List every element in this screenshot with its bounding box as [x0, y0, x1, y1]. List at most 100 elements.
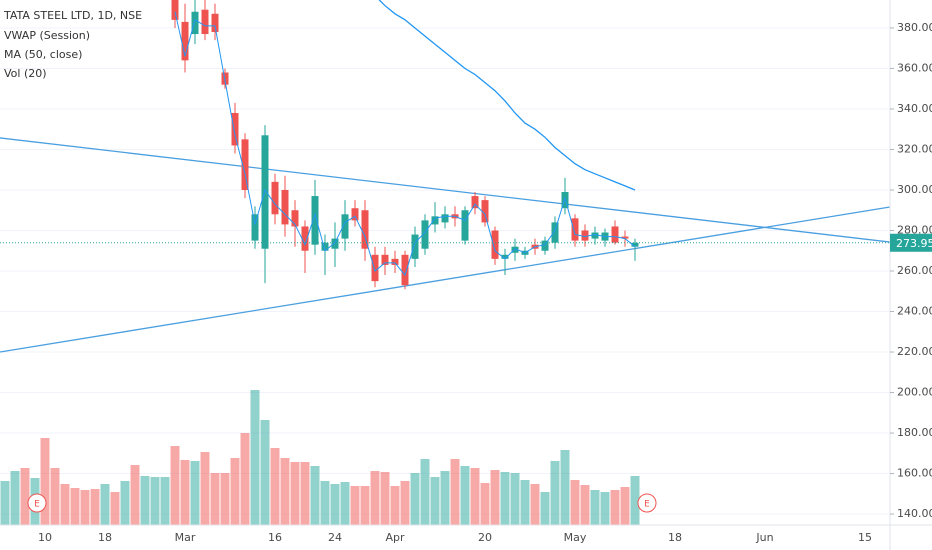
candle-body	[421, 220, 429, 249]
volume-bar	[120, 481, 130, 525]
volume-bar	[380, 472, 390, 525]
candle-body	[431, 216, 439, 225]
volume-bar	[210, 473, 220, 525]
volume-bar	[560, 450, 570, 525]
volume-bar	[400, 481, 410, 525]
plot-area	[0, 0, 890, 525]
volume-bar	[70, 488, 80, 525]
candle-body	[201, 9, 209, 35]
candle-body	[561, 192, 569, 209]
volume-bar	[340, 482, 350, 525]
chart-title: TATA STEEL LTD, 1D, NSE	[3, 9, 142, 22]
volume-bar	[260, 420, 270, 525]
candle-body	[621, 236, 629, 239]
candle-body	[381, 254, 389, 265]
volume-bar	[100, 484, 110, 525]
legend-item: Vol (20)	[4, 67, 47, 80]
volume-bar	[0, 481, 10, 525]
candle-body	[191, 11, 199, 35]
volume-bar	[320, 481, 330, 525]
y-tick-label: 200.00	[897, 386, 932, 399]
candle-body	[391, 258, 399, 265]
candle-body	[361, 210, 369, 249]
y-tick-label: 360.00	[897, 61, 932, 74]
candle-body	[211, 13, 219, 33]
y-tick-label: 180.00	[897, 426, 932, 439]
volume-bar	[580, 485, 590, 525]
candle-body	[341, 214, 349, 239]
volume-bar	[590, 490, 600, 525]
x-tick-label: 10	[38, 531, 52, 544]
volume-bar	[620, 487, 630, 525]
candle-body	[321, 242, 329, 251]
volume-bar	[180, 460, 190, 525]
candle-body	[271, 181, 279, 215]
legend-item: VWAP (Session)	[4, 29, 90, 42]
volume-bar	[510, 473, 520, 525]
volume-bar	[40, 438, 50, 525]
volume-bar	[490, 470, 500, 525]
volume-bar	[330, 484, 340, 525]
volume-bar	[390, 486, 400, 525]
x-tick-label: Mar	[175, 531, 196, 544]
volume-bar	[450, 459, 460, 525]
last-price-label: 273.95	[896, 237, 932, 250]
candle-body	[371, 254, 379, 282]
volume-bar	[460, 466, 470, 525]
volume-bar	[160, 477, 170, 525]
volume-bar	[310, 466, 320, 525]
volume-bar	[230, 458, 240, 525]
volume-bar	[630, 476, 640, 525]
y-tick-label: 320.00	[897, 142, 932, 155]
volume-bar	[50, 468, 60, 525]
trendline	[0, 206, 890, 353]
candle-body	[441, 214, 449, 223]
indicator-line	[174, 11, 636, 277]
volume-bar	[20, 468, 30, 525]
volume-bar	[410, 473, 420, 525]
volume-bar	[190, 461, 200, 525]
volume-bar	[550, 461, 560, 525]
x-tick-label: 18	[668, 531, 682, 544]
volume-bar	[10, 471, 20, 525]
volume-bar	[470, 468, 480, 525]
volume-bar	[600, 492, 610, 525]
y-tick-label: 340.00	[897, 102, 932, 115]
volume-bar	[500, 472, 510, 525]
volume-bar	[530, 484, 540, 525]
candle-body	[471, 196, 479, 209]
indicator-line	[378, 0, 636, 191]
grid	[0, 27, 890, 515]
volume-bar	[440, 471, 450, 525]
last-price-box	[890, 233, 932, 252]
earnings-marker[interactable]	[27, 493, 47, 513]
candle-body	[291, 210, 299, 227]
earnings-label: E	[644, 500, 650, 510]
candle-body	[571, 218, 579, 241]
volume-bar	[350, 486, 360, 525]
candle-body	[551, 222, 559, 243]
volume-bar	[610, 490, 620, 525]
volume-bar	[570, 480, 580, 525]
y-tick-label: 160.00	[897, 467, 932, 480]
volume-bar	[540, 492, 550, 525]
candle-body	[511, 246, 519, 253]
volume-bar	[270, 448, 280, 525]
x-tick-label: 15	[858, 531, 872, 544]
y-tick-label: 260.00	[897, 264, 932, 277]
candle-body	[351, 208, 359, 221]
volume-bar	[110, 492, 120, 525]
candle-body	[631, 242, 639, 247]
y-tick-label: 140.00	[897, 507, 932, 520]
volume-bar	[140, 476, 150, 525]
x-tick-label: 16	[268, 531, 282, 544]
volume-bar	[150, 477, 160, 525]
volume-bar	[430, 477, 440, 525]
legend-item: MA (50, close)	[4, 48, 82, 61]
y-tick-label: 240.00	[897, 305, 932, 318]
candle-body	[611, 226, 619, 243]
candle-body	[311, 196, 319, 245]
earnings-label: E	[34, 500, 40, 510]
earnings-marker[interactable]	[637, 493, 657, 513]
